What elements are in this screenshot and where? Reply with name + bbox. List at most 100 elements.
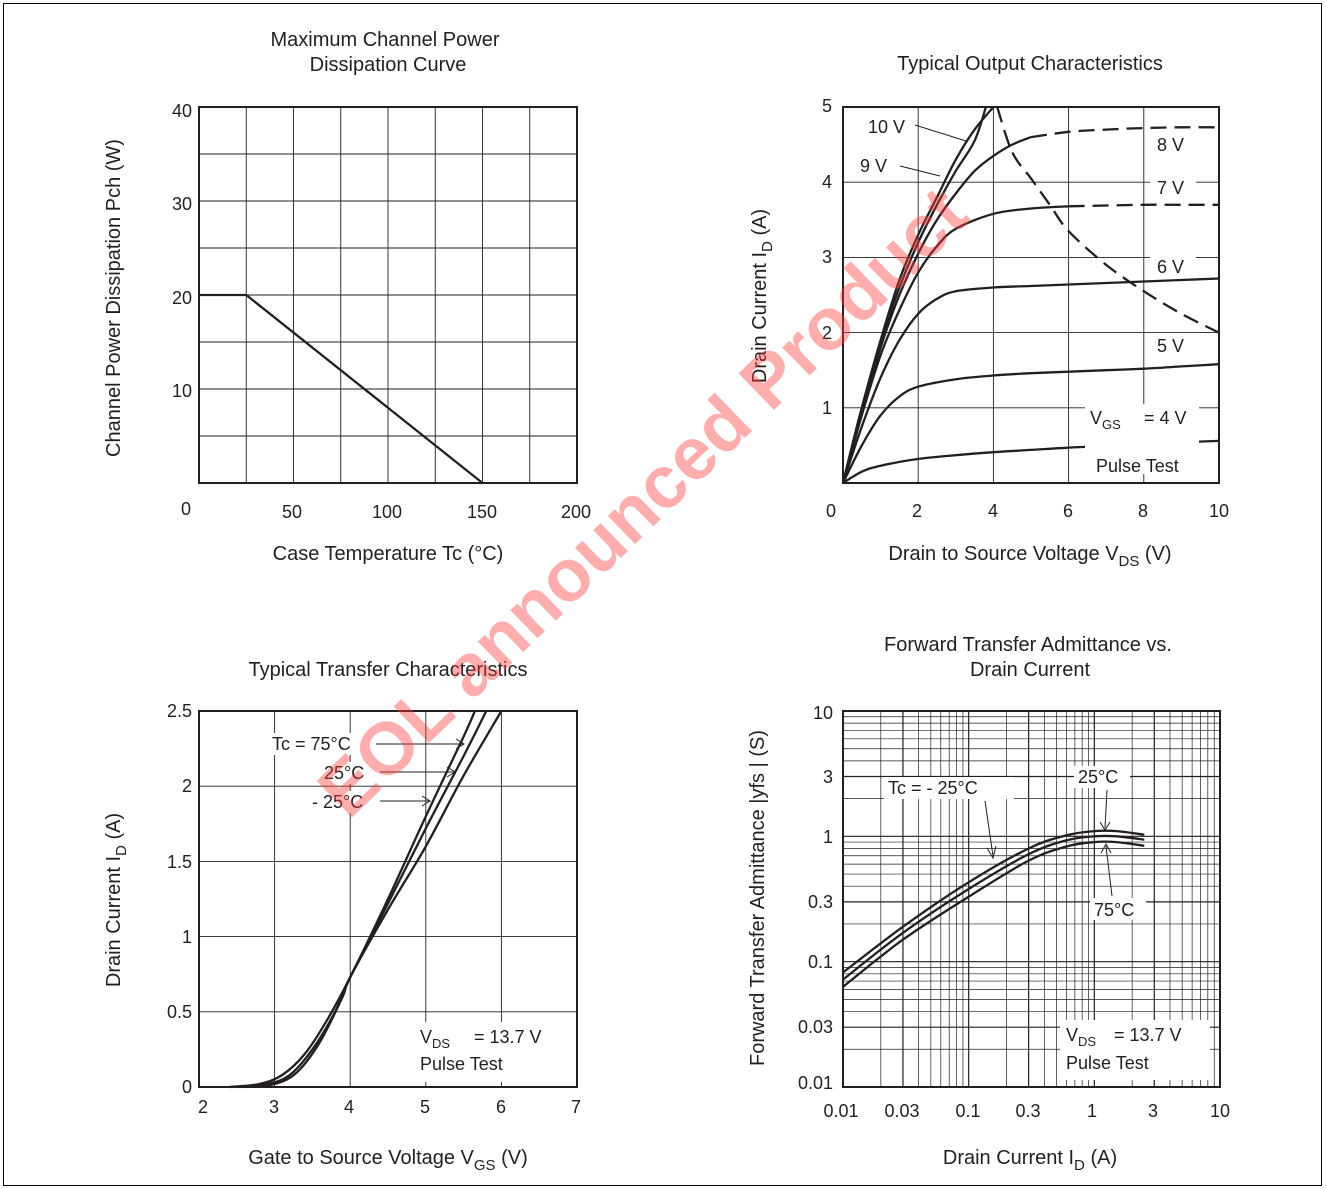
x-tick-label: 5: [420, 1097, 430, 1117]
pulse-test-label: Pulse Test: [1066, 1053, 1149, 1073]
label-bg: [320, 762, 376, 784]
label-bg: [866, 115, 916, 137]
chart-title-line: Drain Current: [970, 659, 1090, 681]
plot-frame: [198, 106, 578, 484]
series-group: [842, 829, 1145, 988]
x-tick-label: 0.01: [823, 1101, 858, 1121]
plot-frame: [842, 710, 1221, 1088]
legend-box-bg: [414, 1022, 564, 1082]
series-line-8-v-ext: [1030, 126, 1220, 139]
x-axis-label: Case Temperature Tc (°C): [273, 543, 504, 565]
vgs-main: V: [1090, 408, 1102, 428]
label-leader: [914, 124, 967, 142]
chart-title: Typical Output Characteristics: [897, 53, 1163, 75]
x-tick-label: 100: [372, 502, 402, 522]
label-bg: [1090, 898, 1146, 920]
x-tick-label: 7: [571, 1097, 581, 1117]
x-tick-label: 2: [198, 1097, 208, 1117]
series-line-tc-25-c: [842, 829, 1145, 974]
label-leader: [984, 800, 994, 857]
chart-transfer-characteristics: Typical Transfer Characteristics Tc = 75°…: [103, 659, 581, 1174]
chart-title-line: Maximum Channel Power: [271, 29, 500, 51]
plot-frame: [198, 710, 578, 1088]
y-axis-sub: D: [113, 845, 130, 856]
curve-label-75c: Tc = 75°C: [272, 734, 351, 754]
series-group: [229, 710, 503, 1089]
vgs-value: = 4 V: [1144, 408, 1187, 428]
label-leader: [899, 165, 941, 177]
chart-title-line: Dissipation Curve: [310, 54, 467, 76]
curve-label-75c: 75°C: [1094, 900, 1134, 920]
arrowhead: [1100, 842, 1112, 854]
x-tick-label: 3: [269, 1097, 279, 1117]
y-tick-label: 30: [172, 194, 192, 214]
y-axis-unit: (A): [103, 813, 125, 845]
curve-label-m25c: Tc = - 25°C: [888, 778, 978, 798]
x-tick-label: 0.3: [1015, 1101, 1040, 1121]
curve-label-25c: 25°C: [324, 763, 364, 783]
vgs-label: VGS: [1090, 408, 1121, 432]
curve-label-m25c: - 25°C: [312, 792, 363, 812]
y-tick-label: 10: [813, 703, 833, 723]
y-axis-main: Drain Current I: [103, 856, 125, 987]
y-tick-label: 3: [823, 767, 833, 787]
x-tick-label: 200: [561, 502, 591, 522]
y-tick-label: 2: [182, 776, 192, 796]
x-tick-label: 4: [344, 1097, 354, 1117]
vgs-sub: GS: [1102, 417, 1121, 432]
curve-label-6v: 6 V: [1157, 257, 1184, 277]
curve-label-8v: 8 V: [1157, 135, 1184, 155]
series-group: [841, 106, 1220, 484]
arrowhead: [986, 845, 997, 860]
x-axis-label: Drain to Source Voltage VDS (V): [888, 543, 1171, 570]
x-tick-label: 10: [1209, 501, 1229, 521]
x-tick-label: 0: [181, 499, 191, 519]
y-axis-label: Drain Current ID (A): [749, 209, 776, 383]
y-tick-label: 10: [172, 381, 192, 401]
vds-sub: DS: [1078, 1034, 1096, 1049]
x-tick-label: 6: [496, 1097, 506, 1117]
label-bg: [1150, 256, 1196, 278]
y-tick-label: 40: [172, 101, 192, 121]
y-axis-label: Forward Transfer Admittance |yfs | (S): [747, 730, 769, 1066]
curve-label-10v: 10 V: [868, 117, 905, 137]
x-axis-label: Drain Current ID (A): [943, 1147, 1117, 1174]
chart-title-line: Forward Transfer Admittance vs.: [884, 634, 1172, 656]
arrowhead: [1099, 821, 1111, 831]
x-axis-main: Drain to Source Voltage V: [888, 543, 1119, 565]
curve-label-5v: 5 V: [1157, 336, 1184, 356]
x-axis-main: Drain Current I: [943, 1147, 1074, 1169]
y-tick-label: 1: [822, 398, 832, 418]
plot-grid: [199, 107, 577, 483]
label-bg: [268, 733, 374, 755]
chart-power-dissipation: Maximum Channel Power Dissipation Curve …: [103, 29, 591, 565]
x-tick-label: 8: [1138, 501, 1148, 521]
y-tick-label: 0.5: [167, 1002, 192, 1022]
y-tick-label: 0: [182, 1077, 192, 1097]
vds-sub: DS: [432, 1036, 450, 1051]
plot-frame: [842, 106, 1220, 484]
y-tick-label: 3: [822, 247, 832, 267]
x-axis-sub: GS: [474, 1157, 496, 1174]
pulse-test-label: Pulse Test: [1096, 456, 1179, 476]
legend-box-bg: [1060, 1020, 1210, 1080]
y-tick-label: 4: [822, 172, 832, 192]
series-line-25-c: [842, 834, 1145, 981]
vds-main: V: [420, 1027, 432, 1047]
x-tick-label: 0.1: [955, 1101, 980, 1121]
x-tick-label: 3: [1148, 1101, 1158, 1121]
y-tick-label: 0.1: [808, 952, 833, 972]
y-tick-label: 0.03: [798, 1017, 833, 1037]
y-axis-unit: (A): [749, 209, 771, 241]
y-tick-label: 2: [822, 323, 832, 343]
vds-label: VDS: [420, 1027, 450, 1051]
x-axis-label: Gate to Source Voltage VGS (V): [248, 1147, 528, 1174]
y-axis-label: Drain Current ID (A): [103, 813, 130, 987]
series-line-75-c: [842, 840, 1145, 988]
page-frame: [3, 3, 1322, 1186]
y-tick-label: 0.3: [808, 892, 833, 912]
x-tick-label: 4: [988, 501, 998, 521]
x-axis-unit: (V): [1139, 543, 1171, 565]
chart-forward-transfer-admittance: Forward Transfer Admittance vs. Drain Cur…: [747, 634, 1230, 1174]
